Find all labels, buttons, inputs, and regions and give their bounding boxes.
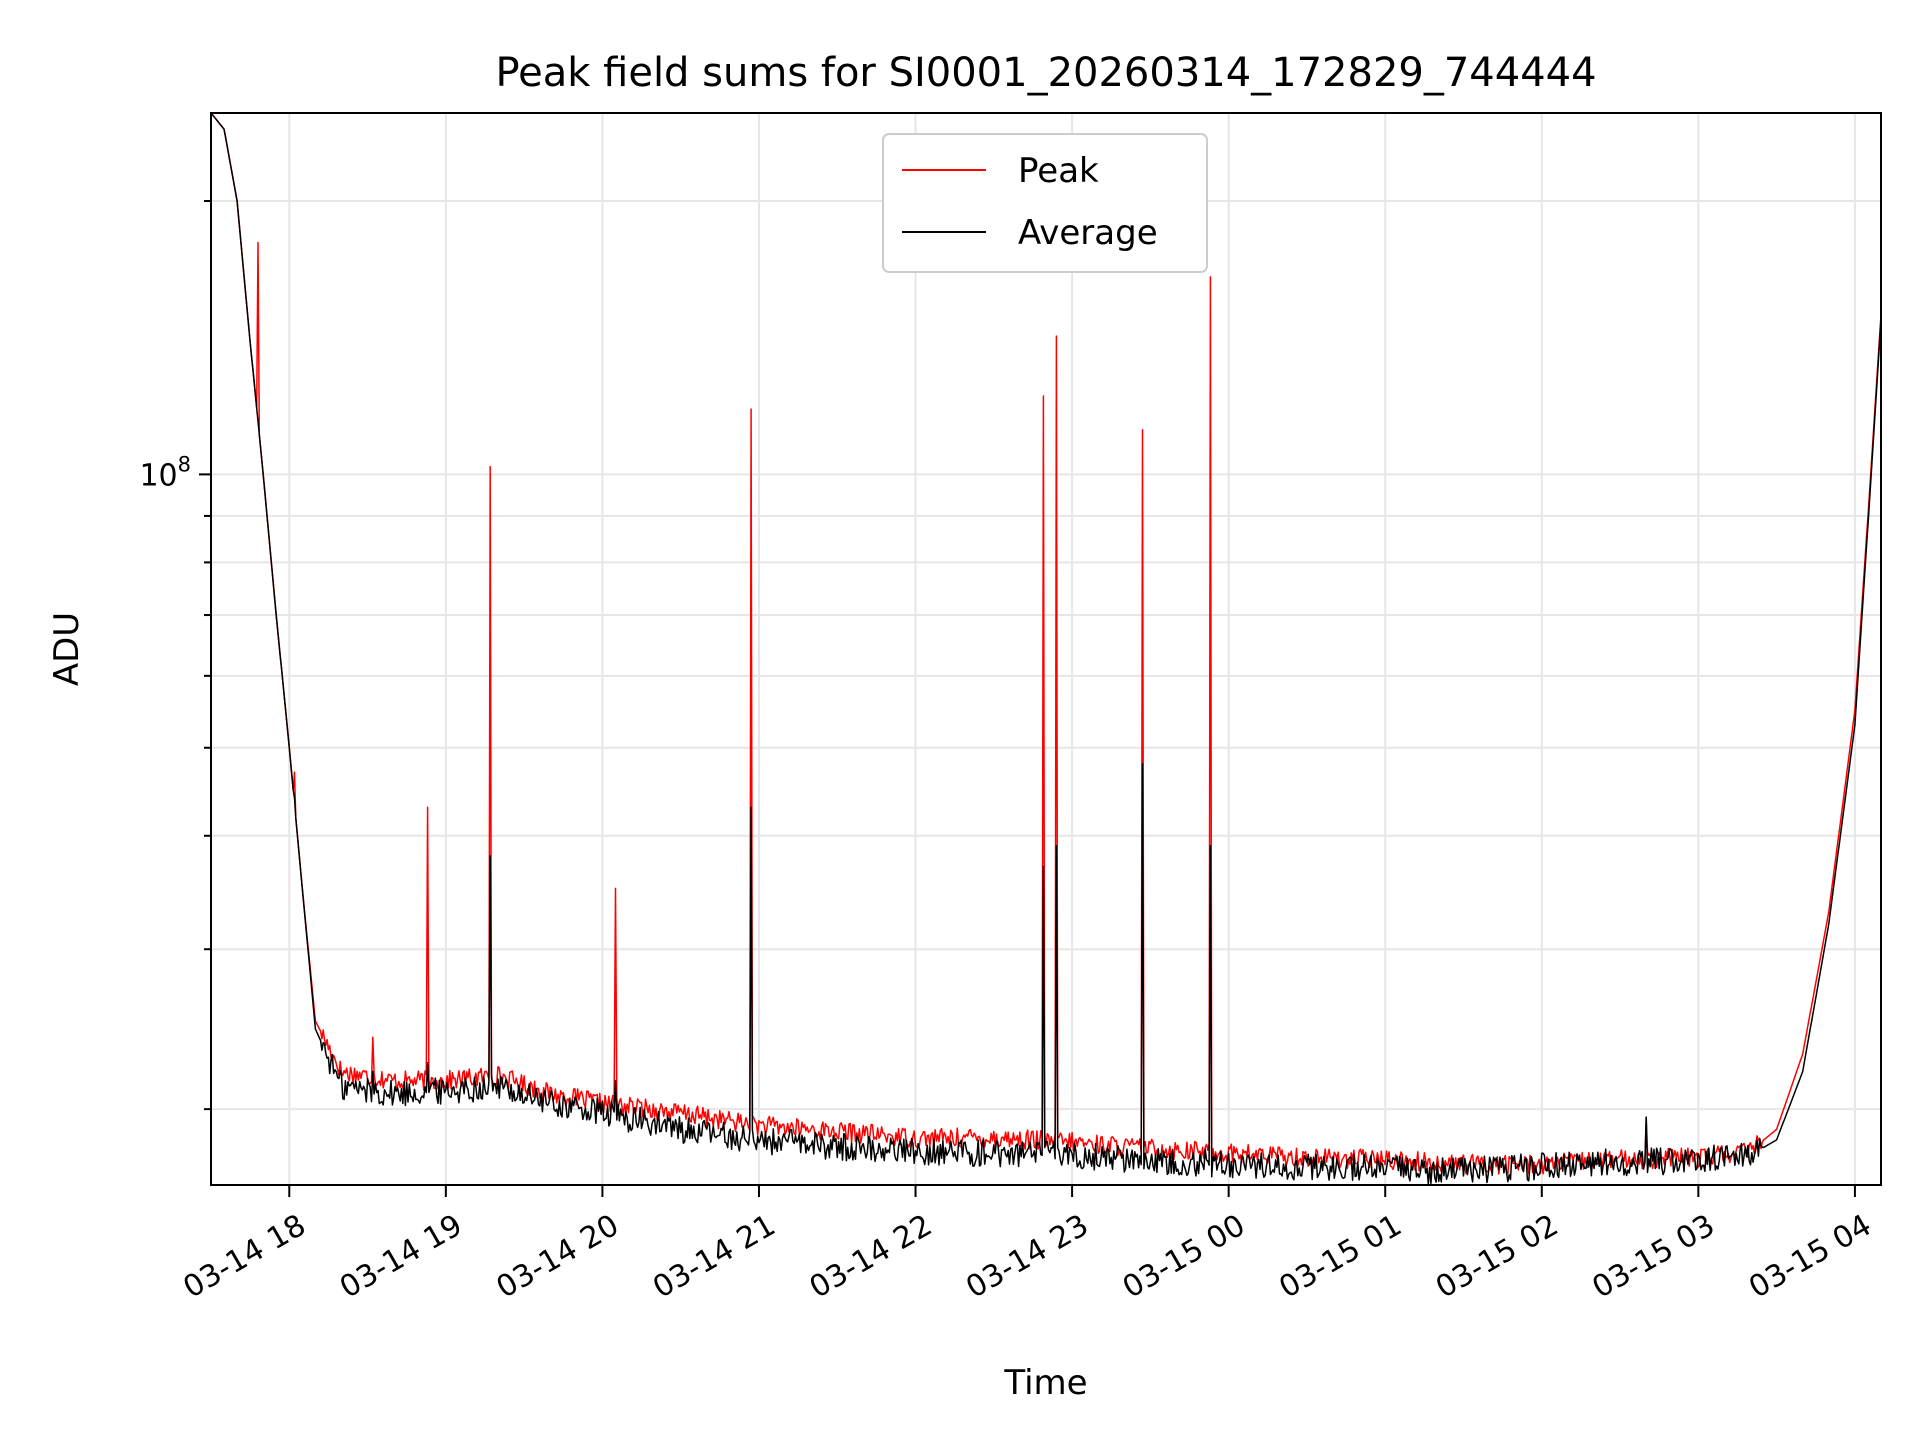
series-line-average [210, 112, 1882, 1185]
chart-title: Peak field sums for SI0001_20260314_1728… [495, 50, 1596, 96]
x-axis-label: Time [1003, 1363, 1087, 1403]
legend-average-label: Average [1018, 213, 1158, 253]
grid-layer [211, 113, 1881, 1185]
series-line-peak [210, 112, 1882, 1175]
plot-frame [210, 112, 1882, 1186]
series-layer [210, 112, 1882, 1185]
legend-box [882, 133, 1208, 273]
y-axis-label: ADU [47, 612, 87, 686]
legend: Peak Average [882, 133, 1208, 273]
legend-peak-label: Peak [1018, 151, 1099, 191]
